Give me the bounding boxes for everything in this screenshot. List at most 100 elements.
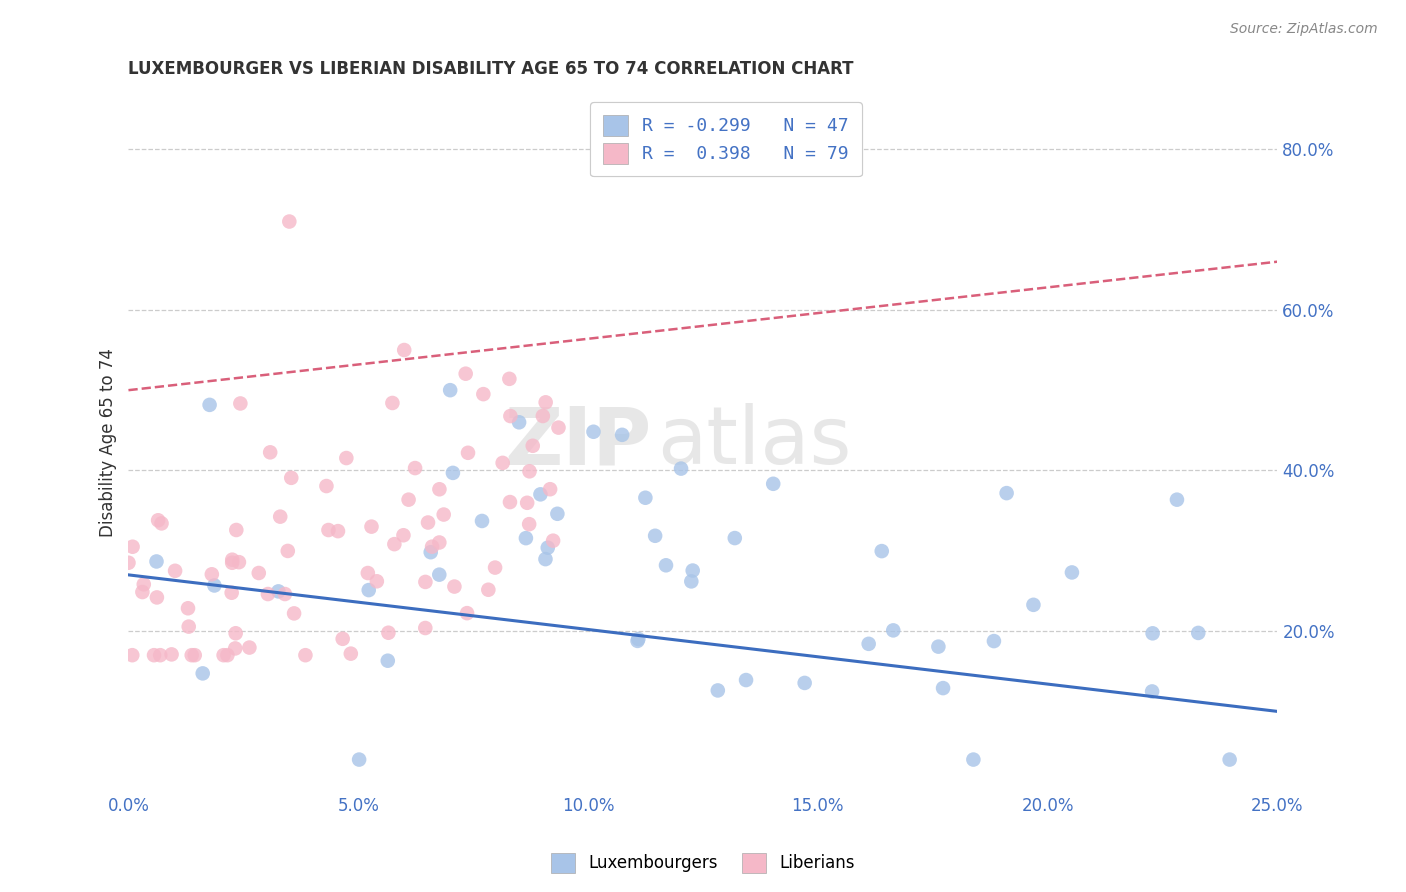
Point (392, 343, 415, 357)
Point (531, 409, 554, 423)
Point (1166, 492, 1188, 507)
Point (484, 560, 506, 574)
Point (517, 517, 540, 532)
Point (150, 516, 173, 531)
Point (519, 464, 541, 478)
Point (433, 508, 456, 522)
Point (420, 540, 443, 554)
Point (644, 529, 666, 543)
Point (499, 495, 522, 509)
Point (143, 648, 166, 663)
Y-axis label: Disability Age 65 to 74: Disability Age 65 to 74 (100, 348, 117, 537)
Point (529, 487, 551, 501)
Point (427, 535, 450, 549)
Point (294, 648, 316, 663)
Point (277, 544, 299, 558)
Point (377, 654, 399, 668)
Point (366, 574, 388, 589)
Point (202, 578, 225, 592)
Point (180, 648, 202, 663)
Point (347, 753, 370, 767)
Point (582, 425, 605, 439)
Point (1022, 598, 1045, 612)
Text: LUXEMBOURGER VS LIBERIAN DISABILITY AGE 65 TO 74 CORRELATION CHART: LUXEMBOURGER VS LIBERIAN DISABILITY AGE … (128, 60, 853, 78)
Point (456, 606, 478, 620)
Point (269, 509, 291, 524)
Point (278, 214, 301, 228)
Point (427, 567, 450, 582)
Point (221, 552, 243, 566)
Legend: Luxembourgers, Liberians: Luxembourgers, Liberians (544, 847, 862, 880)
Point (655, 558, 678, 573)
Point (492, 456, 515, 470)
Point (117, 556, 139, 570)
Point (735, 673, 758, 687)
Point (626, 633, 648, 648)
Point (217, 648, 239, 663)
Point (177, 619, 200, 633)
Point (454, 367, 477, 381)
Point (627, 632, 650, 646)
Point (315, 479, 337, 493)
Point (332, 632, 354, 646)
Point (201, 567, 224, 582)
Point (498, 372, 520, 386)
Point (762, 476, 785, 491)
Point (1219, 753, 1241, 767)
Point (357, 566, 380, 580)
Point (212, 648, 235, 663)
Point (335, 450, 357, 465)
Point (793, 676, 815, 690)
Point (707, 683, 730, 698)
Point (274, 587, 297, 601)
Point (377, 625, 399, 640)
Point (238, 640, 260, 655)
Point (537, 541, 560, 555)
Point (146, 591, 169, 605)
Point (547, 420, 569, 434)
Point (1142, 626, 1164, 640)
Point (870, 544, 893, 558)
Point (932, 681, 955, 695)
Point (429, 482, 451, 496)
Point (177, 601, 200, 615)
Point (515, 531, 537, 545)
Point (398, 492, 420, 507)
Point (404, 461, 426, 475)
Point (472, 387, 495, 401)
Point (962, 753, 984, 767)
Point (534, 395, 557, 409)
Point (165, 564, 187, 578)
Point (121, 648, 143, 663)
Point (121, 540, 143, 554)
Point (145, 554, 167, 568)
Point (983, 634, 1005, 648)
Point (541, 533, 564, 548)
Point (534, 552, 557, 566)
Point (610, 427, 633, 442)
Point (132, 577, 155, 591)
Point (1060, 566, 1083, 580)
Point (1187, 626, 1209, 640)
Point (318, 523, 340, 537)
Point (257, 587, 280, 601)
Point (225, 523, 247, 537)
Point (198, 398, 221, 412)
Point (160, 648, 183, 662)
Point (357, 583, 380, 598)
Point (669, 461, 692, 475)
Point (441, 466, 464, 480)
Point (221, 586, 243, 600)
Point (477, 582, 499, 597)
Point (682, 564, 704, 578)
Point (340, 647, 363, 661)
Point (381, 396, 404, 410)
Point (522, 439, 544, 453)
Point (927, 640, 949, 654)
Point (499, 409, 522, 423)
Text: ZIP: ZIP (503, 403, 651, 482)
Point (413, 621, 436, 635)
Point (149, 648, 172, 663)
Point (131, 585, 153, 599)
Point (516, 496, 538, 510)
